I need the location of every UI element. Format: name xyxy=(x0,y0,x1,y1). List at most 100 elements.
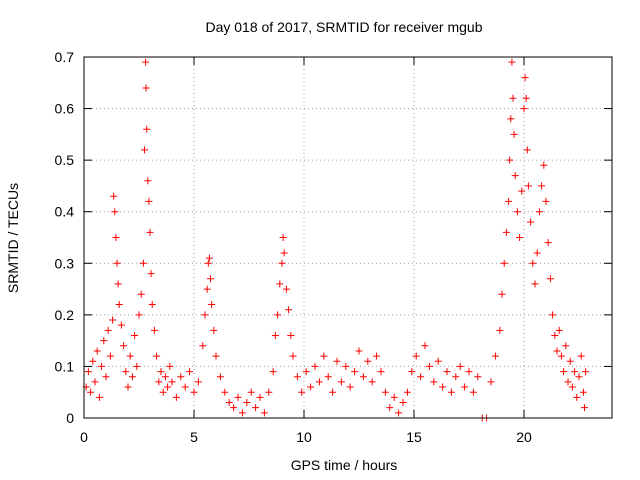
data-point xyxy=(256,393,264,401)
data-point xyxy=(164,383,172,391)
data-point xyxy=(535,208,543,216)
data-point xyxy=(555,326,563,334)
data-point xyxy=(186,368,194,376)
data-point xyxy=(568,383,576,391)
data-point xyxy=(531,280,539,288)
data-point xyxy=(542,197,550,205)
y-tick-label: 0.6 xyxy=(55,101,75,117)
data-point xyxy=(386,404,394,412)
x-axis-label: GPS time / hours xyxy=(291,457,398,473)
data-point xyxy=(289,352,297,360)
data-point xyxy=(579,388,587,396)
data-point xyxy=(333,357,341,365)
data-point xyxy=(230,404,238,412)
data-point xyxy=(271,331,279,339)
y-tick-label: 0.5 xyxy=(55,152,75,168)
data-point xyxy=(207,275,214,283)
data-point xyxy=(511,172,519,180)
y-tick-label: 0 xyxy=(66,410,74,426)
data-point xyxy=(324,373,332,381)
data-point xyxy=(520,105,528,113)
data-point xyxy=(133,362,141,370)
data-point xyxy=(115,301,123,309)
data-point xyxy=(120,342,128,350)
data-point xyxy=(538,182,546,190)
ticks-layer: 0 0.1 0.2 0.3 0.4 0.5 0.6 0.7 0 5 10 15 20 xyxy=(55,49,612,445)
points-layer xyxy=(82,58,590,422)
data-point xyxy=(408,368,416,376)
data-point xyxy=(553,347,561,355)
data-point xyxy=(502,228,510,236)
data-point xyxy=(210,326,218,334)
data-point xyxy=(447,388,455,396)
data-point xyxy=(124,383,132,391)
data-point xyxy=(100,337,108,345)
data-point xyxy=(161,373,169,381)
data-point xyxy=(172,393,180,401)
data-point xyxy=(128,373,136,381)
data-point xyxy=(155,378,163,386)
data-point xyxy=(364,357,372,365)
y-tick-label: 0.4 xyxy=(55,204,75,220)
data-point xyxy=(560,368,568,376)
data-point xyxy=(469,388,477,396)
data-point xyxy=(168,378,176,386)
data-point xyxy=(516,234,524,241)
data-point xyxy=(452,373,460,381)
y-axis-label: SRMTID / TECUs xyxy=(5,183,21,293)
x-tick-label: 15 xyxy=(406,429,422,445)
data-point xyxy=(212,352,220,360)
y-tick-label: 0.1 xyxy=(55,358,75,374)
data-point xyxy=(381,388,389,396)
data-point xyxy=(143,125,151,133)
data-point xyxy=(581,404,588,412)
data-point xyxy=(181,383,189,391)
data-point xyxy=(269,368,277,376)
data-point xyxy=(102,373,110,381)
data-point xyxy=(529,259,537,267)
data-point xyxy=(98,362,106,370)
data-point xyxy=(131,331,139,339)
data-point xyxy=(112,234,120,241)
data-point xyxy=(153,352,161,360)
data-point xyxy=(395,409,403,417)
data-point xyxy=(390,393,398,401)
data-point xyxy=(201,311,209,319)
data-point xyxy=(496,326,504,334)
data-point xyxy=(461,383,469,391)
data-point xyxy=(573,393,581,401)
data-point xyxy=(117,321,125,329)
data-point xyxy=(285,306,293,314)
data-point xyxy=(276,280,284,288)
data-point xyxy=(399,399,407,407)
data-point xyxy=(434,357,442,365)
data-point xyxy=(373,352,381,360)
data-point xyxy=(142,58,150,66)
data-point xyxy=(278,259,286,267)
data-point xyxy=(577,352,585,360)
data-point xyxy=(190,388,198,396)
data-point xyxy=(403,388,411,396)
data-point xyxy=(465,368,473,376)
data-point xyxy=(320,352,328,360)
data-point xyxy=(238,409,246,417)
x-tick-label: 0 xyxy=(80,429,88,445)
data-point xyxy=(137,290,145,298)
x-tick-label: 5 xyxy=(190,429,198,445)
data-point xyxy=(508,58,516,66)
data-point xyxy=(166,362,174,370)
data-point xyxy=(89,357,97,365)
data-point xyxy=(337,378,345,386)
data-point xyxy=(359,373,367,381)
y-tick-label: 0.3 xyxy=(55,255,75,271)
data-point xyxy=(551,331,559,339)
data-point xyxy=(199,342,207,350)
data-point xyxy=(421,342,429,350)
data-point xyxy=(487,378,495,386)
data-point xyxy=(523,146,531,154)
data-point xyxy=(575,373,583,381)
data-point xyxy=(582,368,590,376)
data-point xyxy=(194,378,202,386)
data-point xyxy=(368,378,376,386)
data-point xyxy=(144,177,152,185)
